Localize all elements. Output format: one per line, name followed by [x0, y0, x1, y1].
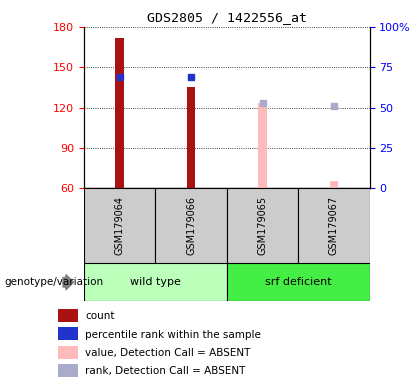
Text: srf deficient: srf deficient: [265, 277, 331, 287]
Text: rank, Detection Call = ABSENT: rank, Detection Call = ABSENT: [85, 366, 246, 376]
Text: percentile rank within the sample: percentile rank within the sample: [85, 329, 261, 339]
Bar: [155, 188, 227, 263]
Bar: [58, 346, 78, 359]
Bar: [227, 263, 370, 301]
Bar: [84, 263, 227, 301]
Bar: [58, 309, 78, 322]
Bar: [330, 182, 338, 188]
Text: GSM179066: GSM179066: [186, 196, 196, 255]
Text: GSM179064: GSM179064: [115, 196, 125, 255]
Text: GSM179065: GSM179065: [257, 196, 268, 255]
Bar: [116, 38, 124, 188]
Bar: [227, 188, 298, 263]
Text: GSM179067: GSM179067: [329, 196, 339, 255]
Text: genotype/variation: genotype/variation: [4, 277, 103, 287]
Bar: [258, 104, 267, 188]
Bar: [84, 188, 155, 263]
Bar: [187, 88, 195, 188]
Title: GDS2805 / 1422556_at: GDS2805 / 1422556_at: [147, 11, 307, 24]
Text: count: count: [85, 311, 115, 321]
Bar: [58, 364, 78, 377]
Bar: [58, 327, 78, 340]
Text: wild type: wild type: [130, 277, 181, 287]
Text: value, Detection Call = ABSENT: value, Detection Call = ABSENT: [85, 348, 251, 358]
Bar: [298, 188, 370, 263]
